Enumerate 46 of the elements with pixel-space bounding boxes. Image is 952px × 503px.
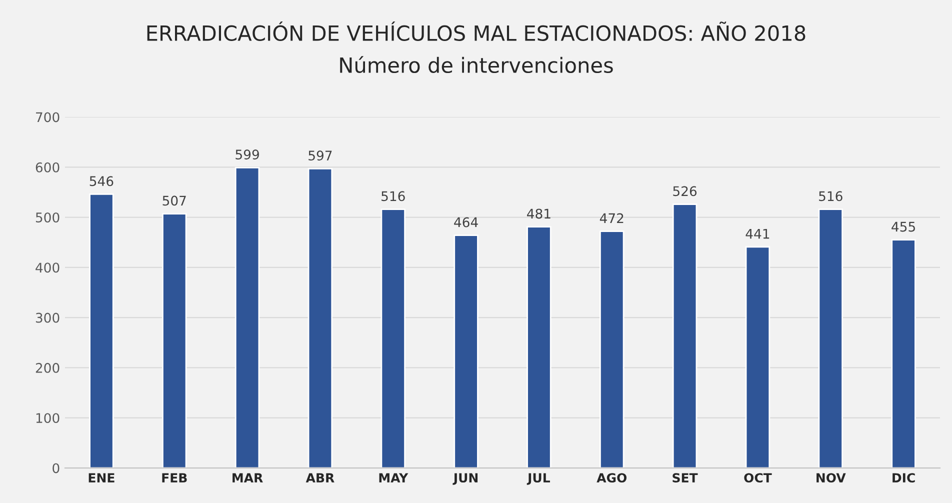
data-label: 472 <box>600 213 624 224</box>
x-tick-label: DIC <box>892 473 915 483</box>
bar <box>380 208 406 468</box>
y-tick-label: 200 <box>36 362 60 373</box>
data-label: 464 <box>454 217 478 228</box>
bar <box>818 208 843 468</box>
x-tick-label: FEB <box>162 473 187 482</box>
y-tick-label: 300 <box>36 312 60 323</box>
y-tick-label: 100 <box>36 413 60 424</box>
x-tick-label: MAR <box>232 473 263 482</box>
x-tick-label: MAY <box>379 473 408 482</box>
y-tick-label: 600 <box>36 162 60 172</box>
chart-subtitle: Número de intervenciones <box>340 56 613 74</box>
data-label: 481 <box>527 208 550 219</box>
data-label: 507 <box>162 196 186 206</box>
data-label: 526 <box>673 186 697 196</box>
bar <box>454 234 478 468</box>
data-label: 546 <box>90 176 114 186</box>
bar <box>234 166 260 468</box>
x-tick-label: ABR <box>306 473 334 482</box>
x-tick-label: AGO <box>596 473 627 483</box>
bar <box>162 213 187 468</box>
x-tick-label: JUN <box>452 473 478 485</box>
bar <box>891 239 916 468</box>
bar <box>308 168 333 468</box>
x-tick-label: SET <box>672 473 698 483</box>
bar <box>745 246 770 468</box>
bar <box>89 194 114 468</box>
x-tick-label: OCT <box>744 473 772 483</box>
x-tick-label: JUL <box>526 473 550 485</box>
y-tick-label: 500 <box>36 212 60 222</box>
x-tick-label: ENE <box>88 473 114 482</box>
chart-title: ERRADICACIÓN DE VEHÍCULOS MAL ESTACIONADOS: AÑO 2018 <box>147 21 806 42</box>
bar <box>600 230 624 468</box>
data-label: 455 <box>892 222 915 232</box>
y-tick-label: 400 <box>36 262 60 273</box>
data-label: 599 <box>236 150 259 160</box>
bar <box>526 226 552 468</box>
bar <box>672 204 698 468</box>
y-tick-label: 0 <box>52 463 60 474</box>
data-label: 597 <box>308 150 332 161</box>
x-tick-label: NOV <box>816 473 846 483</box>
data-label: 516 <box>382 191 405 202</box>
y-tick-label: 700 <box>36 112 60 122</box>
data-label: 516 <box>819 191 842 202</box>
data-label: 441 <box>746 228 770 239</box>
